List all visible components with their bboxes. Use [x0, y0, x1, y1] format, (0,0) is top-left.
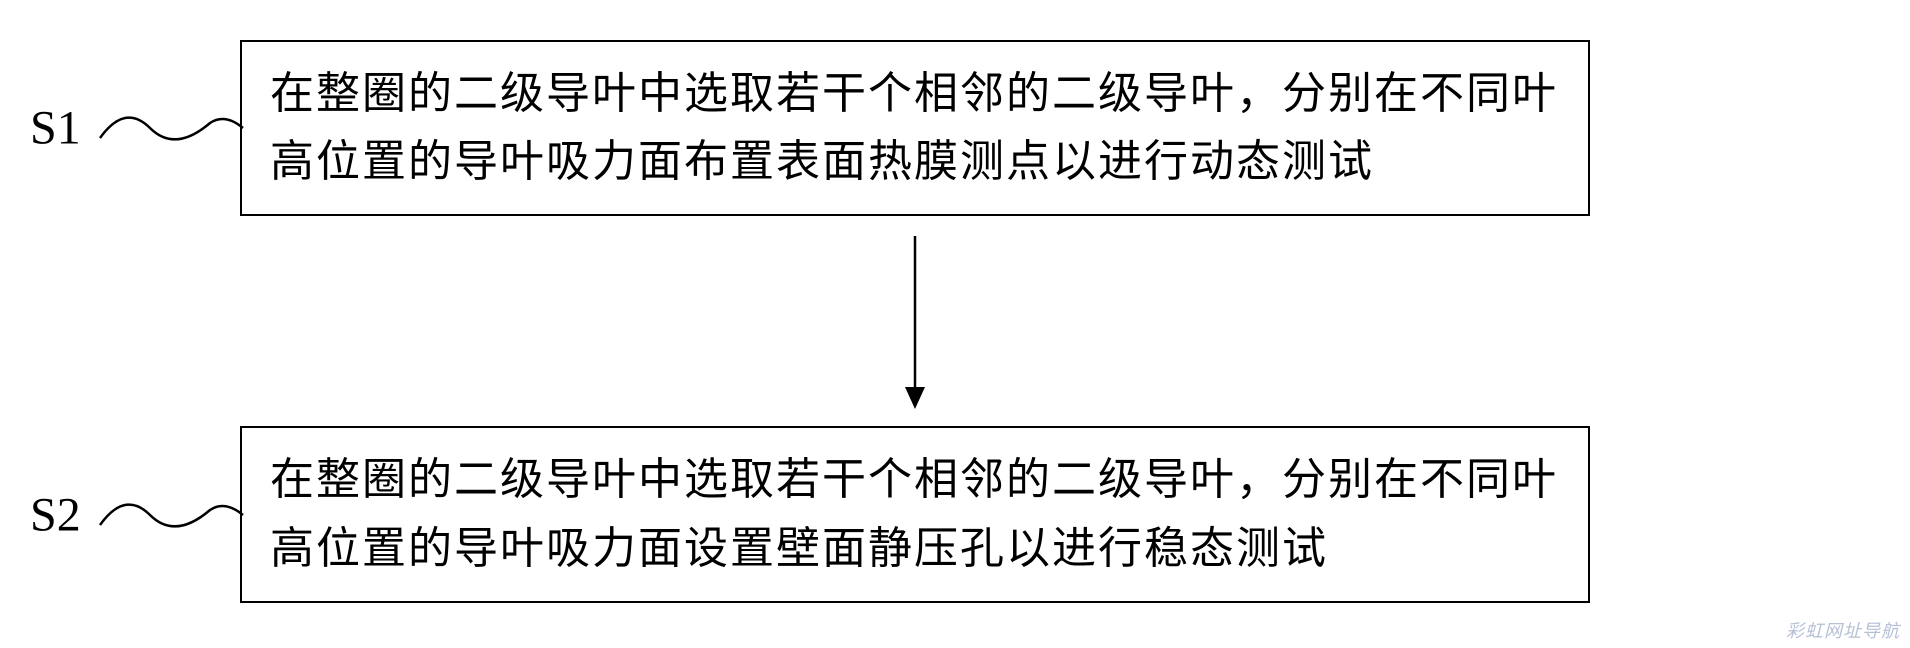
step-box-s2: 在整圈的二级导叶中选取若干个相邻的二级导叶，分别在不同叶高位置的导叶吸力面设置壁… — [240, 426, 1590, 602]
step-label-s2: S2 — [30, 487, 81, 542]
step-text-s2: 在整圈的二级导叶中选取若干个相邻的二级导叶，分别在不同叶高位置的导叶吸力面设置壁… — [270, 455, 1558, 572]
step-row-s1: S1 在整圈的二级导叶中选取若干个相邻的二级导叶，分别在不同叶高位置的导叶吸力面… — [0, 40, 1910, 216]
step-box-s1: 在整圈的二级导叶中选取若干个相邻的二级导叶，分别在不同叶高位置的导叶吸力面布置表… — [240, 40, 1590, 216]
arrow-container — [240, 216, 1590, 426]
step-text-s1: 在整圈的二级导叶中选取若干个相邻的二级导叶，分别在不同叶高位置的导叶吸力面布置表… — [270, 69, 1558, 186]
wave-connector-s2 — [95, 485, 245, 545]
step-label-s1: S1 — [30, 101, 81, 156]
down-arrow-icon — [895, 231, 935, 411]
flowchart-diagram: S1 在整圈的二级导叶中选取若干个相邻的二级导叶，分别在不同叶高位置的导叶吸力面… — [0, 40, 1910, 603]
watermark-text: 彩虹网址导航 — [1786, 617, 1900, 643]
wave-connector-s1 — [95, 98, 245, 158]
step-row-s2: S2 在整圈的二级导叶中选取若干个相邻的二级导叶，分别在不同叶高位置的导叶吸力面… — [0, 426, 1910, 602]
